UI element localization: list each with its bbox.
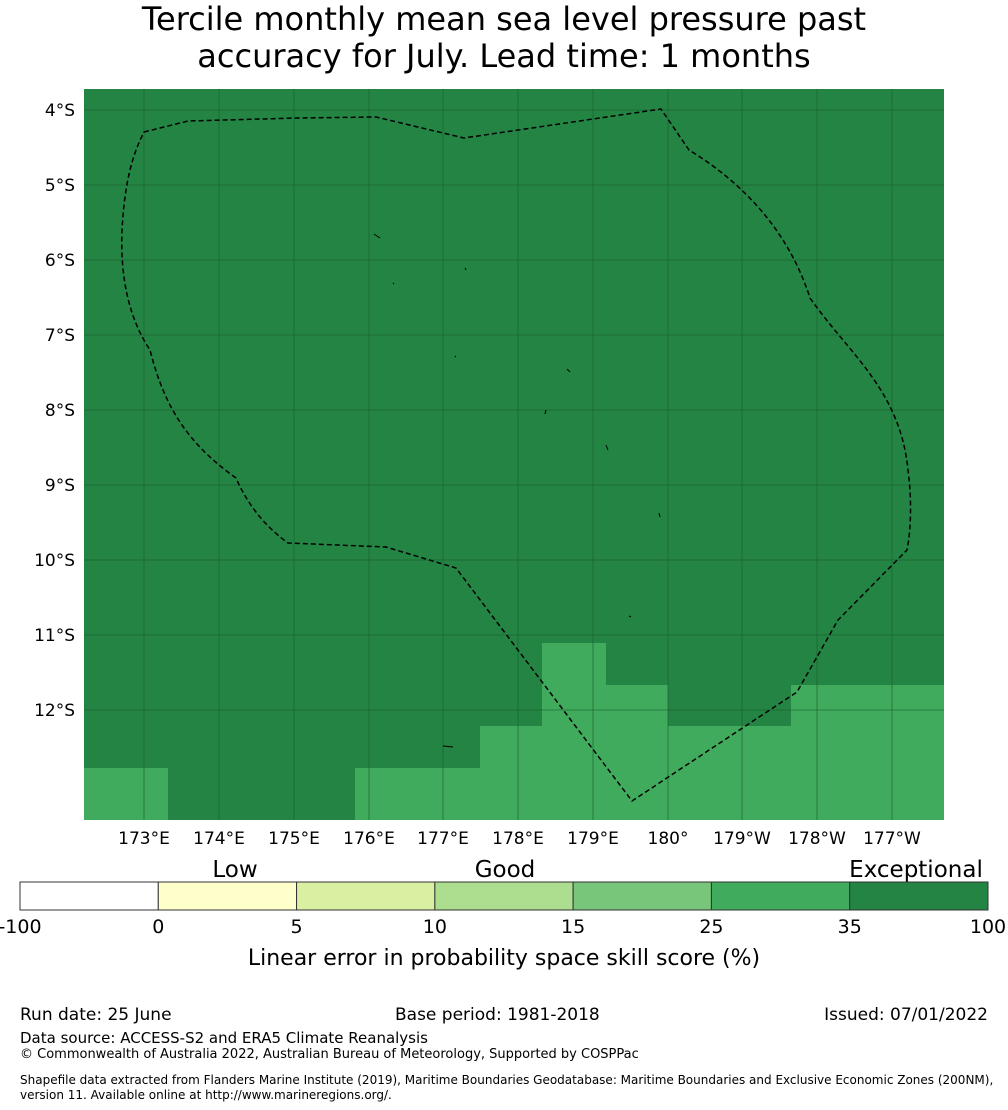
skill-cell [480, 726, 544, 820]
colorbar-segment [572, 881, 712, 911]
island [373, 233, 381, 239]
lon-label: 177°W [863, 829, 921, 849]
data-source: Data source: ACCESS-S2 and ERA5 Climate … [20, 1029, 428, 1047]
colorbar-label: Linear error in probability space skill … [248, 946, 760, 971]
lon-label: 174°E [193, 829, 245, 849]
island [464, 267, 467, 271]
colorbar-segment [849, 881, 989, 911]
lon-label: 178°W [788, 829, 846, 849]
lon-label: 178°E [492, 829, 544, 849]
colorbar-ticks: -100 0 5 10 15 25 35 100 [0, 916, 1006, 938]
category-low: Low [212, 857, 257, 883]
colorbar-tick-label: 10 [423, 916, 447, 938]
colorbar-tick-label: 5 [291, 916, 303, 938]
copyright: © Commonwealth of Australia 2022, Austra… [20, 1047, 639, 1062]
lon-label: 175°E [268, 829, 320, 849]
shapefile-credit-line-2: version 11. Available online at http://w… [20, 1088, 392, 1102]
skill-cell [84, 768, 168, 820]
colorbar-tick-label: 35 [838, 916, 862, 938]
colorbar-tick-label: 25 [699, 916, 723, 938]
longitude-labels: 173°E 174°E 175°E 176°E 177°E 178°E 179°… [118, 829, 921, 849]
lat-label: 5°S [45, 176, 75, 196]
skill-cell [604, 685, 668, 820]
skill-cell [542, 643, 606, 820]
shapefile-credit-line-1: Shapefile data extracted from Flanders M… [20, 1073, 994, 1087]
base-period: Base period: 1981-2018 [395, 1005, 600, 1025]
skill-field-good [84, 643, 944, 820]
island [566, 368, 571, 373]
lon-label: 179°W [713, 829, 771, 849]
gridlines [84, 89, 944, 820]
skill-cell [355, 768, 485, 820]
lat-label: 7°S [45, 326, 75, 346]
island [628, 615, 632, 618]
map-figure: 4°S 5°S 6°S 7°S 8°S 9°S 10°S 11°S 12°S 1… [0, 89, 1006, 971]
colorbar-tick-label: 100 [970, 916, 1006, 938]
island [442, 745, 454, 748]
run-date: Run date: 25 June [20, 1005, 172, 1025]
title-line-1: Tercile monthly mean sea level pressure … [141, 0, 867, 38]
colorbar-tick-label: 0 [152, 916, 164, 938]
island [544, 409, 547, 415]
lat-label: 10°S [34, 551, 75, 571]
lon-label: 180° [648, 829, 689, 849]
eez-boundary-line [120, 108, 912, 803]
lat-label: 8°S [45, 401, 75, 421]
lat-label: 11°S [34, 626, 75, 646]
lon-label: 179°E [567, 829, 619, 849]
colorbar-tick-label: -100 [0, 916, 42, 938]
island [658, 512, 661, 518]
lat-label: 9°S [45, 476, 75, 496]
island [605, 444, 609, 451]
lat-label: 6°S [45, 251, 75, 271]
skill-cell [666, 726, 793, 820]
lon-label: 177°E [417, 829, 469, 849]
colorbar [19, 881, 989, 911]
colorbar-segment [19, 881, 159, 911]
colorbar-tick-label: 15 [561, 916, 585, 938]
title-line-2: accuracy for July. Lead time: 1 months [197, 37, 811, 75]
colorbar-segment [710, 881, 851, 911]
colorbar-categories: Low Good Exceptional [212, 857, 982, 883]
lon-label: 176°E [343, 829, 395, 849]
shapefile-credit: Shapefile data extracted from Flanders M… [20, 1073, 1008, 1103]
colorbar-segment [296, 881, 436, 911]
issued-date: Issued: 07/01/2022 [824, 1005, 988, 1025]
colorbar-segment [434, 881, 574, 911]
latitude-labels: 4°S 5°S 6°S 7°S 8°S 9°S 10°S 11°S 12°S [34, 101, 75, 721]
lat-label: 4°S [45, 101, 75, 121]
lon-label: 173°E [118, 829, 170, 849]
islands [373, 233, 661, 748]
island [454, 355, 457, 358]
lat-label: 12°S [34, 701, 75, 721]
island [392, 282, 395, 285]
category-good: Good [475, 857, 536, 883]
skill-cell [791, 685, 944, 820]
colorbar-segment [157, 881, 298, 911]
category-exceptional: Exceptional [849, 857, 983, 883]
